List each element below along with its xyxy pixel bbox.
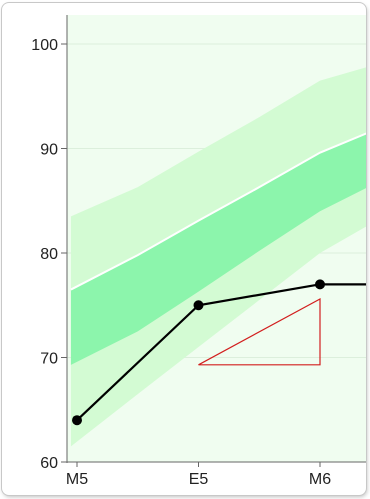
data-point — [193, 300, 204, 311]
inner-percentile-band — [70, 133, 366, 365]
data-point — [315, 279, 325, 290]
label-layer: 60 70 80 90 100 M5 E5 M6 — [31, 37, 331, 488]
bands-group — [70, 67, 366, 447]
x-tick-label: M6 — [309, 471, 331, 488]
y-tick-label: 100 — [31, 37, 58, 54]
y-tick-label: 60 — [40, 455, 58, 472]
series-line — [76, 283, 366, 421]
y-tick-label: 90 — [40, 142, 58, 159]
annotation-triangle — [198, 297, 321, 366]
growth-chart: 60 70 80 90 100 M5 E5 M6 — [31, 15, 366, 488]
data-point — [72, 415, 82, 426]
y-tick-label: 80 — [40, 246, 58, 263]
x-tick-label: M5 — [66, 471, 88, 488]
series-layer — [72, 279, 366, 426]
x-tick-label: E5 — [189, 471, 209, 488]
series-group — [72, 279, 366, 426]
axis-layer — [61, 15, 366, 467]
chart-frame: 60 70 80 90 100 M5 E5 M6 — [2, 3, 366, 495]
y-tick-label: 70 — [40, 351, 58, 368]
median-line — [70, 132, 366, 291]
band-layer — [70, 67, 366, 447]
